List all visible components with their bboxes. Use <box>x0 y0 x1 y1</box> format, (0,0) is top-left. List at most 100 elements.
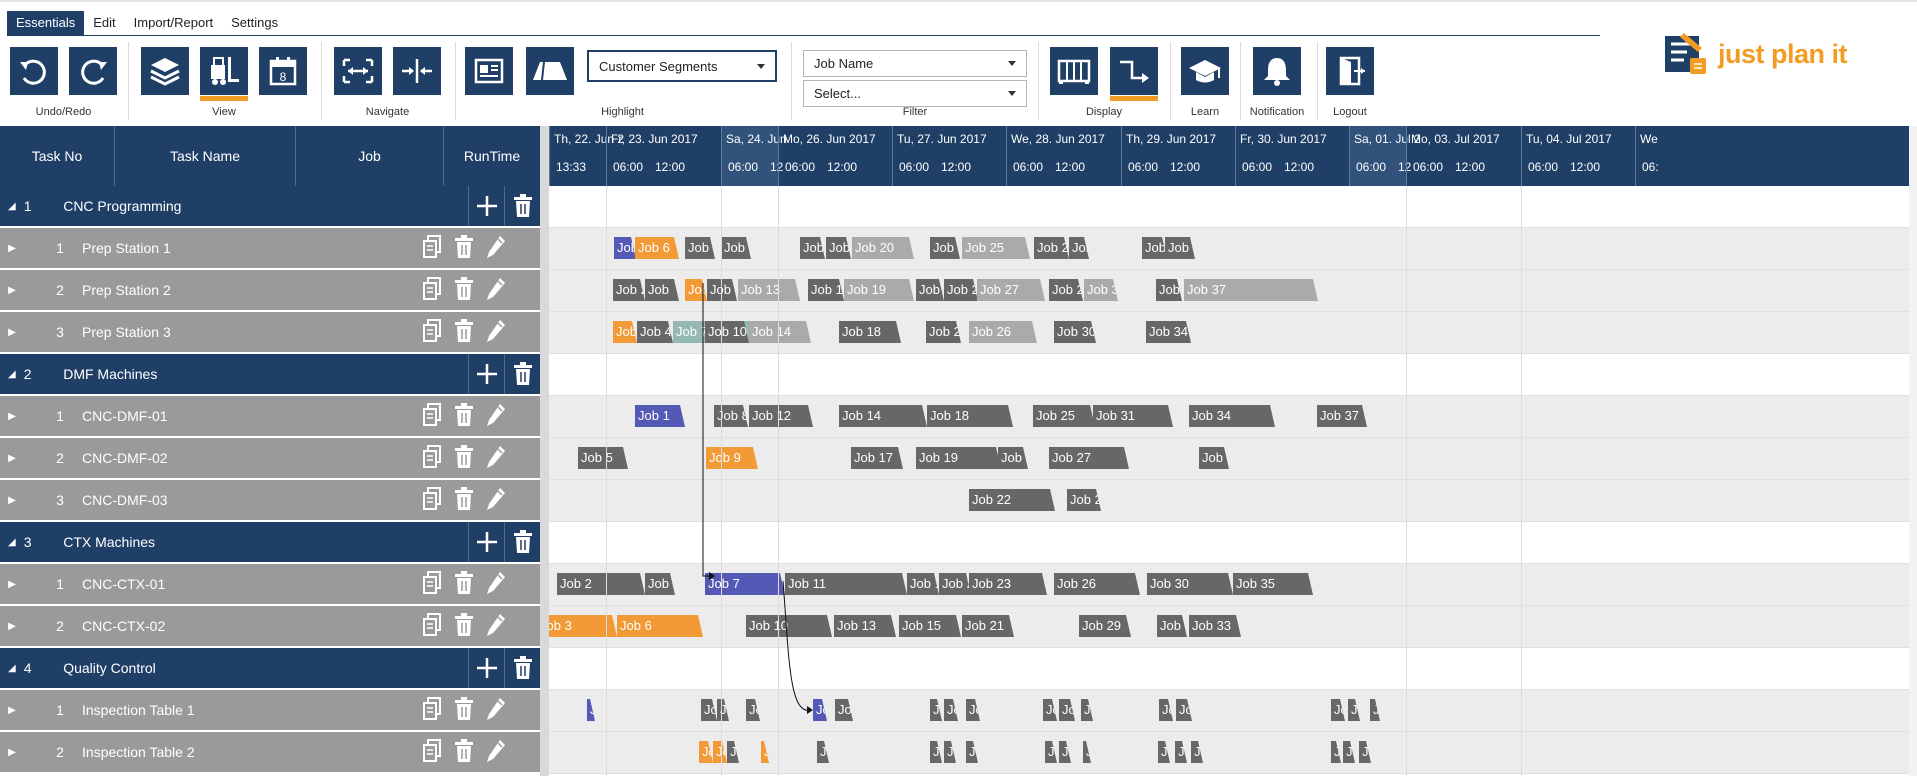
trash-icon[interactable] <box>454 444 474 472</box>
add-icon[interactable] <box>468 186 504 226</box>
job-bar[interactable]: J <box>1331 741 1341 763</box>
column-header-job[interactable]: Job <box>296 126 444 186</box>
gantt-display-button[interactable] <box>1050 47 1098 95</box>
pencil-icon[interactable] <box>486 487 506 514</box>
job-bar[interactable]: Job 7 <box>705 573 785 595</box>
resource-row[interactable]: ▶ 3 CNC-DMF-03 <box>0 480 540 521</box>
resource-row[interactable]: ▶ 1 Inspection Table 1 <box>0 690 540 731</box>
collapse-toggle-icon[interactable]: ◢ <box>8 200 16 212</box>
learn-button[interactable] <box>1181 47 1229 95</box>
trash-icon[interactable] <box>454 234 474 262</box>
tab-settings[interactable]: Settings <box>231 15 279 30</box>
logout-button[interactable] <box>1326 47 1374 95</box>
copy-icon[interactable] <box>422 486 442 514</box>
trash-icon[interactable] <box>504 354 540 394</box>
job-bar[interactable]: Job 26 <box>1054 573 1140 595</box>
collapse-toggle-icon[interactable]: ◢ <box>8 368 16 380</box>
add-icon[interactable] <box>468 354 504 394</box>
job-bar[interactable]: Job 30 <box>1147 573 1233 595</box>
highlight-select[interactable]: Customer Segments <box>587 50 777 82</box>
job-bar[interactable]: Job 10 <box>746 615 832 637</box>
expand-toggle-icon[interactable]: ▶ <box>8 410 16 422</box>
trash-icon[interactable] <box>454 318 474 346</box>
job-bar[interactable]: Job 9 <box>706 447 758 469</box>
pencil-icon[interactable] <box>486 235 506 262</box>
job-bar[interactable]: Job <box>614 237 636 259</box>
copy-icon[interactable] <box>422 696 442 724</box>
trash-icon[interactable] <box>504 186 540 226</box>
job-bar[interactable]: Job 15 <box>899 615 961 637</box>
expand-toggle-icon[interactable]: ▶ <box>8 704 16 716</box>
job-bar[interactable]: Job 14 <box>749 321 811 343</box>
job-bar[interactable]: Job 17 <box>851 447 903 469</box>
pencil-icon[interactable] <box>486 277 506 304</box>
tab-import-report[interactable]: Import/Report <box>133 15 214 30</box>
resource-view-button[interactable] <box>200 47 248 101</box>
job-bar[interactable]: J <box>1370 699 1380 721</box>
resource-row[interactable]: ▶ 3 Prep Station 3 <box>0 312 540 353</box>
job-bar[interactable]: Job 6 <box>617 615 703 637</box>
resource-row[interactable]: ▶ 2 CNC-CTX-02 <box>0 606 540 647</box>
resource-row[interactable]: ▶ 2 Inspection Table 2 <box>0 732 540 773</box>
job-bar[interactable]: Job 1 <box>826 237 851 259</box>
job-bar[interactable]: Job 3 <box>1156 279 1182 301</box>
trash-icon[interactable] <box>454 612 474 640</box>
tab-essentials[interactable]: Essentials <box>7 11 85 35</box>
group-row[interactable]: ◢ 2 DMF Machines <box>0 354 540 395</box>
job-bar[interactable]: Job 1 <box>907 573 939 595</box>
job-bar[interactable]: Job 1 <box>707 279 737 301</box>
job-bar[interactable]: Job <box>800 237 825 259</box>
job-bar[interactable]: Job 4 <box>637 321 673 343</box>
job-bar[interactable]: Job 34 <box>1146 321 1191 343</box>
job-bar[interactable]: Job 22 <box>926 321 961 343</box>
job-bar[interactable]: Job 27 <box>1049 447 1129 469</box>
zoom-in-button[interactable] <box>393 47 441 95</box>
job-bar[interactable]: Job 19 <box>916 447 1001 469</box>
trash-icon[interactable] <box>504 648 540 688</box>
job-bar[interactable]: Job 18 <box>839 321 901 343</box>
pencil-icon[interactable] <box>486 403 506 430</box>
copy-icon[interactable] <box>422 276 442 304</box>
column-header-task-no[interactable]: Task No <box>0 126 115 186</box>
job-bar[interactable]: Job 25 <box>962 237 1030 259</box>
trash-icon[interactable] <box>454 738 474 766</box>
job-bar[interactable]: Job 11 <box>785 573 907 595</box>
pencil-icon[interactable] <box>486 613 506 640</box>
job-bar[interactable]: Job 16 <box>808 279 844 301</box>
column-header-task-name[interactable]: Task Name <box>115 126 296 186</box>
job-bar[interactable]: Job 1 <box>721 237 751 259</box>
trash-icon[interactable] <box>454 570 474 598</box>
collapse-toggle-icon[interactable]: ◢ <box>8 536 16 548</box>
job-bar[interactable]: Job <box>835 699 853 721</box>
tab-edit[interactable]: Edit <box>93 15 116 30</box>
resource-row[interactable]: ▶ 1 Prep Station 1 <box>0 228 540 269</box>
job-bar[interactable]: Job 37 <box>1184 279 1318 301</box>
add-icon[interactable] <box>468 522 504 562</box>
job-bar[interactable]: Job 28 <box>1067 489 1101 511</box>
expand-toggle-icon[interactable]: ▶ <box>8 284 16 296</box>
dependency-display-button[interactable] <box>1110 47 1158 101</box>
report-view-button[interactable] <box>465 47 513 95</box>
job-bar[interactable]: Job 2 <box>557 573 645 595</box>
job-bar[interactable]: Job 1 <box>635 405 685 427</box>
job-bar[interactable]: Job 3 <box>549 615 617 637</box>
job-bar[interactable]: Job <box>1142 237 1167 259</box>
job-bar[interactable]: Job 36 <box>1165 237 1195 259</box>
group-row[interactable]: ◢ 4 Quality Control <box>0 648 540 689</box>
job-bar[interactable]: Job 3 <box>1157 615 1187 637</box>
job-bar[interactable]: Job 8 <box>714 405 748 427</box>
job-bar[interactable]: Job 24 <box>944 279 978 301</box>
job-bar[interactable]: Job 13 <box>738 279 800 301</box>
filter-field-select[interactable]: Job Name <box>803 50 1027 77</box>
pencil-icon[interactable] <box>486 445 506 472</box>
job-bar[interactable]: Job 30 <box>1054 321 1096 343</box>
copy-icon[interactable] <box>422 612 442 640</box>
pencil-icon[interactable] <box>486 697 506 724</box>
expand-toggle-icon[interactable]: ▶ <box>8 578 16 590</box>
job-bar[interactable]: Job 18 <box>927 405 1013 427</box>
calendar-button[interactable]: 8 <box>259 47 307 95</box>
pencil-icon[interactable] <box>486 571 506 598</box>
trash-icon[interactable] <box>454 696 474 724</box>
column-header-runtime[interactable]: RunTime <box>463 148 521 164</box>
job-bar[interactable]: Job 2 <box>930 237 960 259</box>
